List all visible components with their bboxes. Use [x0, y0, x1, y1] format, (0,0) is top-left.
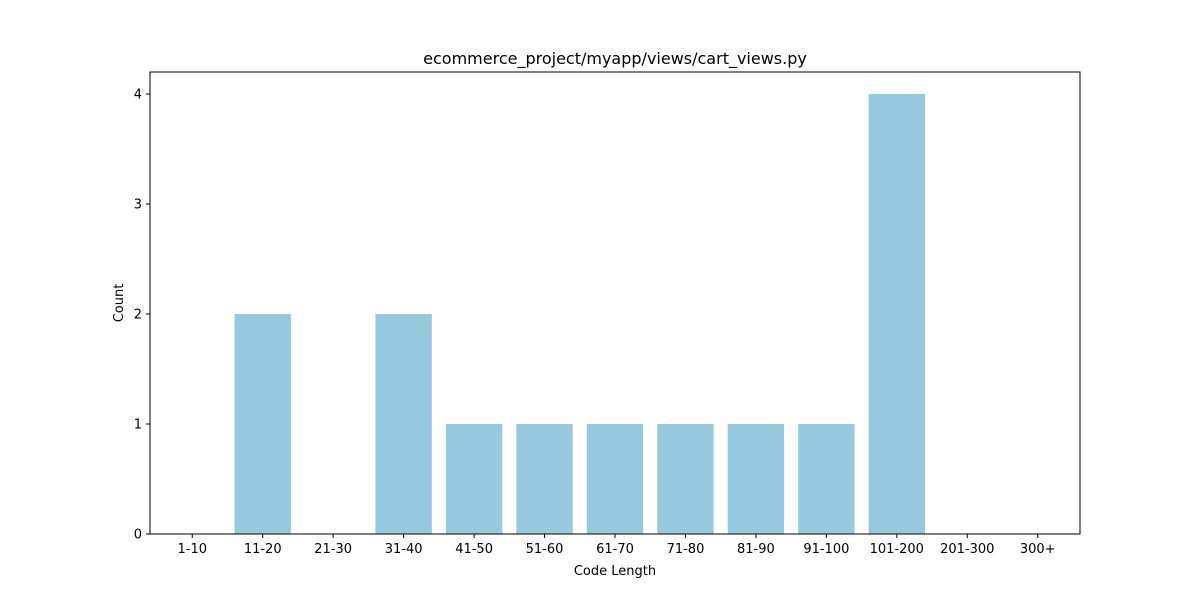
y-tick-label: 1 [134, 418, 142, 433]
bar-51-60 [516, 424, 573, 534]
x-tick-label: 81-90 [737, 542, 775, 557]
bar-31-40 [375, 314, 432, 534]
y-tick-label: 3 [134, 198, 142, 213]
y-axis: 0 1 2 3 4 [134, 88, 150, 543]
x-tick-label: 61-70 [596, 542, 634, 557]
bar-101-200 [868, 94, 925, 534]
x-tick-label: 201-300 [940, 542, 994, 557]
x-axis: 1-10 11-20 21-30 31-40 41-50 51-60 61-70 71-80 8… [178, 534, 1056, 557]
x-axis-label: Code Length [574, 564, 656, 579]
x-tick-label: 31-40 [385, 542, 423, 557]
bar-41-50 [445, 424, 503, 534]
bar-81-90 [727, 424, 785, 534]
bar-11-20 [234, 314, 291, 534]
bars-group [234, 94, 925, 534]
x-tick-label: 21-30 [314, 542, 352, 557]
x-tick-label: 101-200 [870, 542, 924, 557]
y-axis-label: Count [112, 284, 127, 323]
y-tick-label: 2 [134, 308, 142, 323]
chart-title: ecommerce_project/myapp/views/cart_views… [423, 49, 807, 69]
bar-91-100 [798, 424, 855, 534]
x-tick-label: 71-80 [667, 542, 705, 557]
x-tick-label: 11-20 [244, 542, 282, 557]
x-tick-label: 91-100 [803, 542, 849, 557]
y-tick-label: 0 [134, 528, 142, 543]
x-tick-label: 300+ [1020, 542, 1056, 557]
x-tick-label: 1-10 [178, 542, 208, 557]
x-tick-label: 51-60 [526, 542, 564, 557]
y-tick-label: 4 [134, 88, 142, 103]
bar-71-80 [657, 424, 714, 534]
bar-61-70 [586, 424, 644, 534]
x-tick-label: 41-50 [455, 542, 493, 557]
